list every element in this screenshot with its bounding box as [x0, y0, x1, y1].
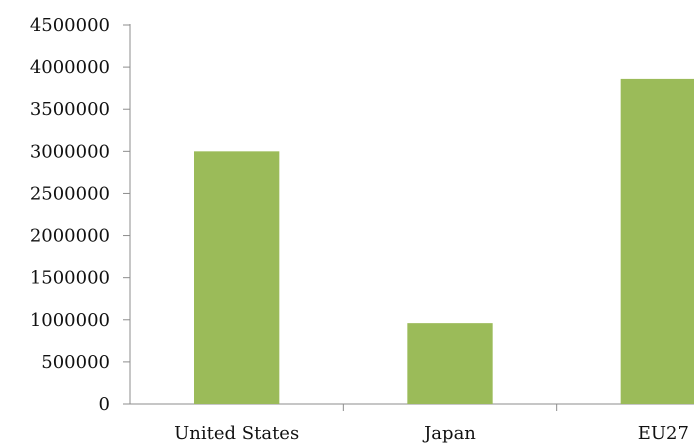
y-tick-label: 0	[99, 394, 110, 415]
x-category-label: United States	[174, 423, 299, 443]
x-axis-labels: United States Japan EU27	[174, 404, 689, 443]
y-axis-ticks: 0 500000 1000000 1500000 2000000 2500000 30000…	[30, 15, 130, 415]
y-tick-label: 3500000	[30, 99, 110, 120]
x-category-label: Japan	[422, 423, 476, 443]
y-tick-label: 1500000	[30, 268, 110, 289]
y-tick-label: 4000000	[30, 57, 110, 78]
y-tick-label: 3000000	[30, 141, 110, 162]
bar-eu27	[620, 78, 694, 404]
bars	[194, 78, 694, 404]
y-tick-label: 2500000	[30, 183, 110, 204]
y-tick-label: 2000000	[30, 226, 110, 247]
y-tick-label: 4500000	[30, 15, 110, 36]
x-category-label: EU27	[638, 423, 689, 443]
y-tick-label: 500000	[41, 352, 110, 373]
bar-united-states	[194, 151, 280, 404]
bar-japan	[407, 323, 493, 404]
y-tick-label: 1000000	[30, 310, 110, 331]
